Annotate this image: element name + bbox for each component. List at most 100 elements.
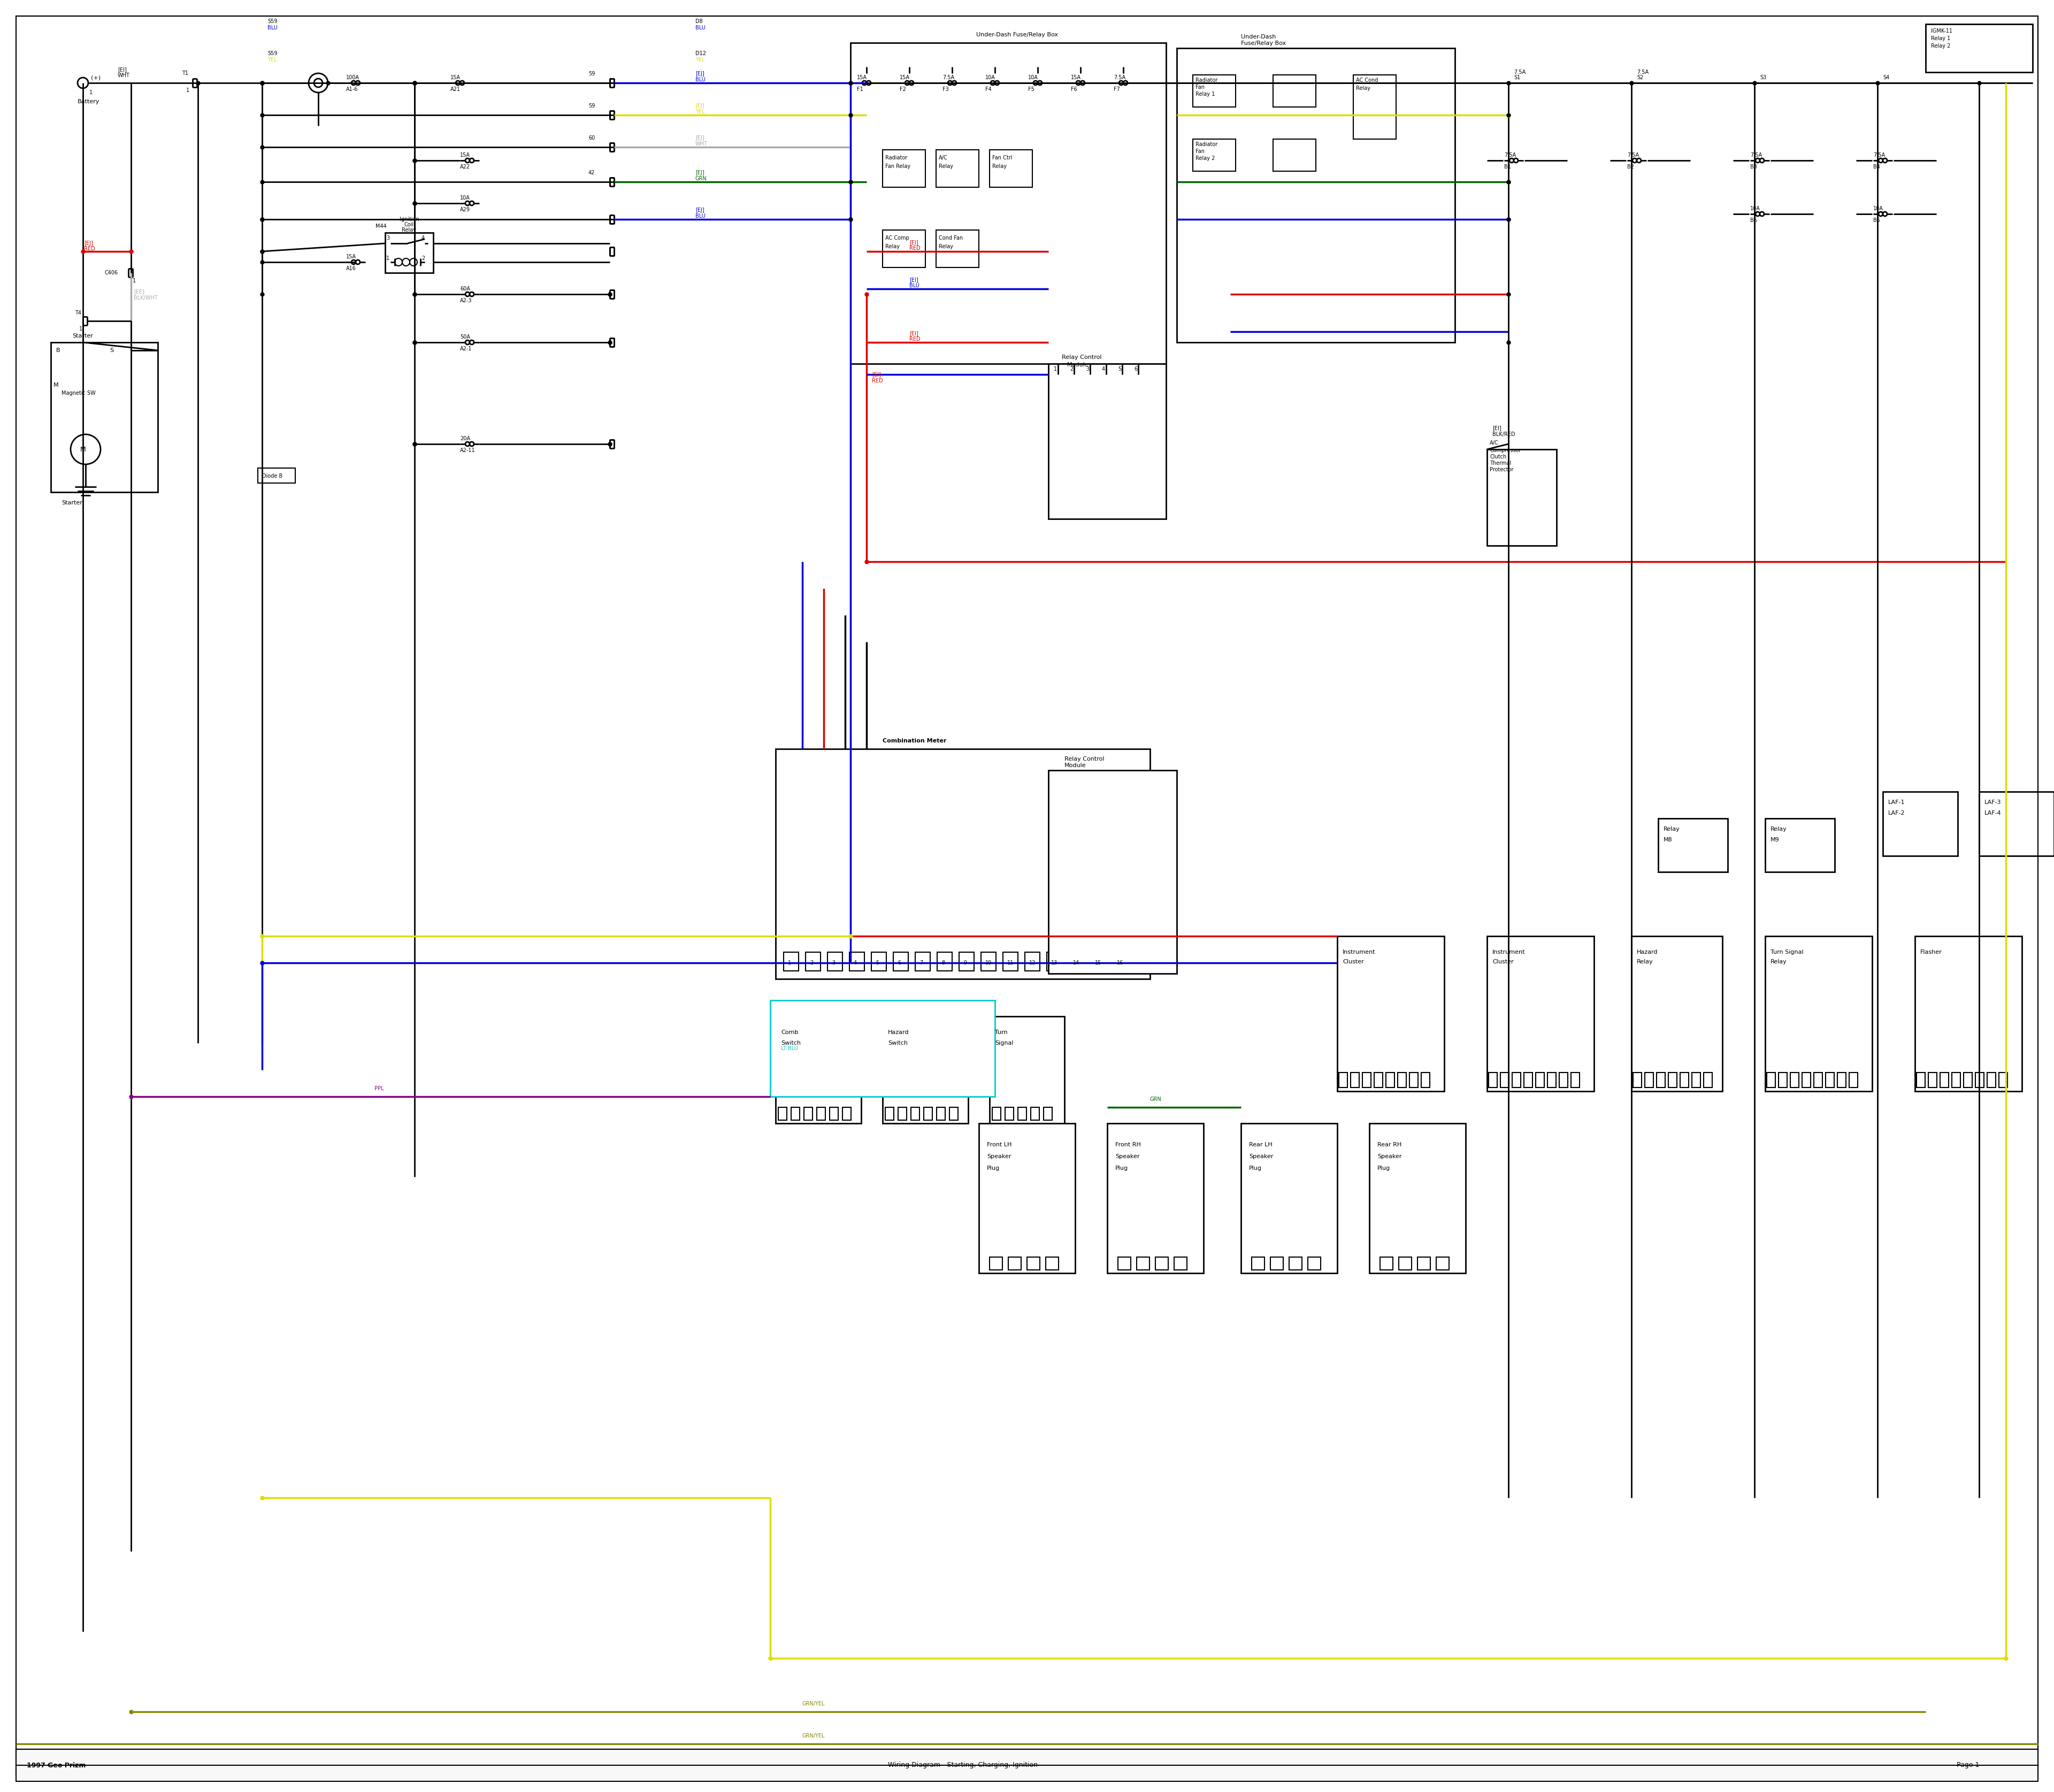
Text: C406: C406 — [105, 271, 117, 276]
Text: 10A: 10A — [460, 195, 470, 201]
Circle shape — [314, 79, 322, 88]
Circle shape — [953, 81, 957, 84]
Bar — [850, 43, 1167, 364]
Bar — [1339, 1073, 1347, 1088]
Bar — [1964, 1073, 1972, 1088]
Bar — [1559, 1073, 1567, 1088]
Bar — [386, 233, 433, 272]
Bar — [959, 952, 974, 971]
Bar — [937, 229, 980, 267]
Text: Signal: Signal — [994, 1041, 1013, 1047]
Text: F2: F2 — [900, 86, 906, 91]
Text: 1: 1 — [88, 90, 92, 95]
Text: 7.5A: 7.5A — [1873, 152, 1886, 158]
Text: Relay: Relay — [1637, 959, 1653, 964]
Text: 20A: 20A — [460, 435, 470, 441]
Bar — [1916, 1073, 1925, 1088]
Bar — [1048, 771, 1177, 973]
Text: 15A: 15A — [857, 75, 867, 81]
Bar — [1002, 952, 1019, 971]
Text: Combination Meter: Combination Meter — [883, 738, 947, 744]
Text: Comb: Comb — [781, 1030, 799, 1036]
Text: [EI]: [EI] — [871, 371, 881, 376]
Text: Radiator: Radiator — [1195, 77, 1218, 82]
Bar — [910, 1107, 920, 1120]
Bar — [1571, 1073, 1580, 1088]
Bar — [937, 952, 953, 971]
Circle shape — [1033, 81, 1037, 84]
Bar — [1362, 1073, 1370, 1088]
Circle shape — [78, 77, 88, 88]
Text: 7.5A: 7.5A — [943, 75, 955, 81]
Text: Clutch: Clutch — [1489, 453, 1506, 459]
Text: 15A: 15A — [460, 152, 470, 158]
Text: (+): (+) — [90, 75, 101, 81]
Bar — [1043, 1107, 1052, 1120]
Text: 15A: 15A — [1070, 75, 1080, 81]
Text: Fan Ctrl: Fan Ctrl — [992, 156, 1013, 161]
Text: A2-3: A2-3 — [460, 297, 472, 303]
Bar — [980, 1124, 1074, 1272]
Text: Relay 2: Relay 2 — [1931, 43, 1951, 48]
Text: BLK/WHT: BLK/WHT — [134, 296, 158, 301]
Text: Plug: Plug — [986, 1165, 1000, 1170]
Text: 16: 16 — [1117, 961, 1124, 966]
Circle shape — [351, 260, 355, 263]
Text: Relay: Relay — [939, 244, 953, 249]
Text: Relay: Relay — [1771, 959, 1787, 964]
Text: 15A: 15A — [900, 75, 910, 81]
Bar — [1779, 1073, 1787, 1088]
Text: F7: F7 — [1113, 86, 1119, 91]
Circle shape — [466, 443, 470, 446]
Bar — [1048, 952, 1062, 971]
Bar — [990, 151, 1033, 186]
Bar — [1512, 1073, 1520, 1088]
Circle shape — [470, 340, 474, 344]
Text: Flasher: Flasher — [1920, 950, 1943, 955]
Circle shape — [1037, 81, 1041, 84]
Text: Module: Module — [1068, 362, 1089, 367]
Circle shape — [466, 201, 470, 206]
Text: Front RH: Front RH — [1115, 1142, 1140, 1147]
Circle shape — [456, 81, 460, 84]
Text: GRN/YEL: GRN/YEL — [803, 1733, 826, 1738]
Bar — [1091, 952, 1105, 971]
Text: Fan: Fan — [1195, 149, 1204, 154]
Text: RED: RED — [871, 378, 883, 383]
Bar — [1380, 1256, 1393, 1271]
Text: YEL: YEL — [696, 109, 705, 115]
Text: Cluster: Cluster — [1493, 959, 1514, 964]
Text: RED: RED — [910, 246, 920, 251]
Text: 10A: 10A — [1029, 75, 1037, 81]
Bar — [924, 1107, 933, 1120]
Bar — [1251, 1256, 1265, 1271]
Circle shape — [1884, 158, 1888, 163]
Bar — [828, 952, 842, 971]
Bar — [1193, 75, 1237, 108]
Bar — [990, 1256, 1002, 1271]
Bar — [990, 1016, 1064, 1124]
Text: M: M — [53, 382, 60, 387]
Text: Cluster: Cluster — [1343, 959, 1364, 964]
Text: S59: S59 — [267, 50, 277, 56]
Text: AC Comp: AC Comp — [885, 235, 910, 240]
Text: B: B — [55, 348, 60, 353]
Text: B1: B1 — [1504, 165, 1512, 170]
Text: Plug: Plug — [1378, 1165, 1391, 1170]
Circle shape — [1760, 211, 1764, 217]
Bar — [1791, 1073, 1799, 1088]
Text: F4: F4 — [986, 86, 992, 91]
Text: F6: F6 — [1070, 86, 1076, 91]
Text: 2: 2 — [421, 256, 425, 262]
Bar — [1269, 1256, 1284, 1271]
Circle shape — [1879, 158, 1884, 163]
Text: S1: S1 — [1514, 75, 1520, 81]
Text: Relay: Relay — [1664, 826, 1680, 831]
Text: [EJ]: [EJ] — [696, 72, 705, 77]
Text: 4: 4 — [1101, 366, 1105, 371]
Circle shape — [867, 81, 871, 84]
Text: T4: T4 — [74, 310, 82, 315]
Text: A/C: A/C — [939, 156, 947, 161]
Text: D12: D12 — [696, 50, 707, 56]
Text: Hazard: Hazard — [1637, 950, 1658, 955]
